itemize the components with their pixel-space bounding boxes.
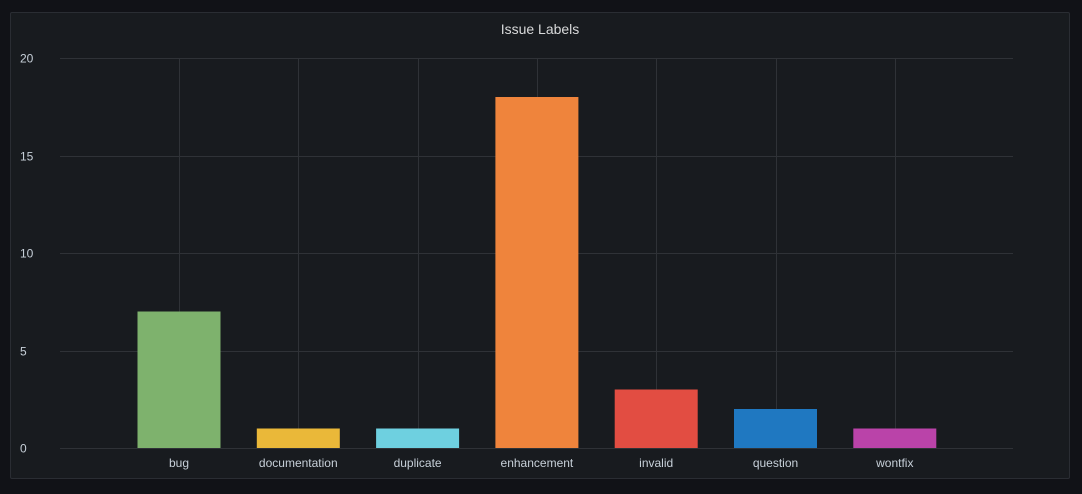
x-tick-label-invalid: invalid — [639, 456, 673, 470]
y-tick-label: 15 — [20, 150, 34, 164]
panel-title: Issue Labels — [500, 21, 580, 37]
bar-wontfix[interactable] — [853, 428, 937, 449]
grid — [60, 58, 1013, 449]
x-tick-label-question: question — [753, 456, 798, 470]
bars — [137, 97, 937, 449]
bar-invalid[interactable] — [614, 389, 698, 449]
bar-question[interactable] — [734, 409, 817, 448]
bar-duplicate[interactable] — [376, 428, 460, 449]
y-tick-label: 10 — [20, 247, 34, 261]
bar-documentation[interactable] — [256, 428, 340, 449]
y-tick-label: 5 — [20, 345, 27, 359]
y-tick-label: 0 — [20, 442, 27, 456]
x-tick-label-bug: bug — [169, 456, 189, 470]
bar-bug[interactable] — [137, 311, 221, 449]
y-axis-tick-labels: 0 5 10 15 20 — [20, 52, 34, 456]
y-tick-label: 20 — [20, 52, 34, 66]
x-tick-label-wontfix: wontfix — [875, 456, 913, 470]
bar-enhancement[interactable] — [495, 97, 579, 448]
x-tick-label-documentation: documentation — [259, 456, 338, 470]
x-axis-tick-labels: bug documentation duplicate enhancement inva… — [169, 456, 913, 470]
x-tick-label-enhancement: enhancement — [501, 456, 574, 470]
x-tick-label-duplicate: duplicate — [394, 456, 442, 470]
